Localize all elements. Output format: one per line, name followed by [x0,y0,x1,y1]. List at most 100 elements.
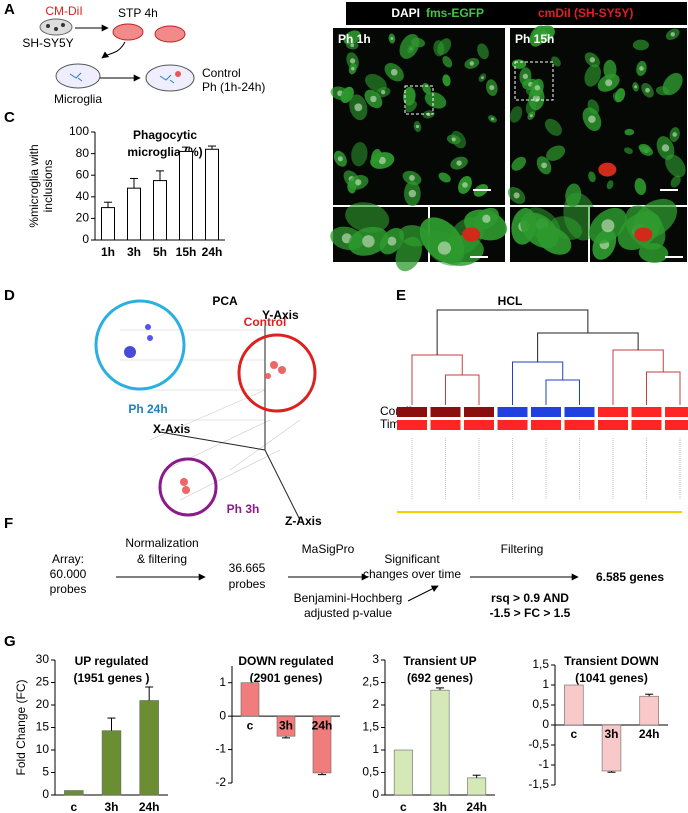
pca-grid [120,320,301,521]
y-tick-label: -0,5 [528,737,549,751]
nucleus [415,124,420,129]
x-tick-label: 24h [139,800,160,813]
cell [665,154,686,178]
nucleus [408,189,417,198]
nucleus [349,58,356,64]
x-tick-label: c [247,718,254,732]
y-tick-label: 1,5 [532,657,549,671]
nucleus [337,156,343,162]
y-tick-label: 1,5 [362,720,379,734]
neuron-cells [39,18,73,36]
panel-letter: F [4,515,13,532]
cell [662,72,683,96]
nucleus [634,85,638,89]
axis-label: Z-Axis [285,514,322,528]
cell [365,74,387,92]
chart-title: (692 genes) [407,671,473,685]
flow-text: Significant [384,552,440,566]
zoom-box [514,61,554,101]
x-tick-label: 24h [466,800,487,813]
cluster-box [497,420,528,430]
bar [179,150,193,241]
cell [606,180,614,190]
x-tick-label: 3h [279,718,293,732]
bar-chart: -2 -1 0 1 DOWN regulated (2901 genes) c 3h 24h [215,654,340,789]
group-circle [94,299,186,391]
channel-label: cmDiI (SH-SY5Y) [538,6,633,20]
nucleus [601,219,615,233]
panel-letter: G [4,633,16,650]
cell [442,74,451,87]
arrow [407,585,439,602]
flow-text: Normalization [125,536,198,550]
axis-label: Y-Axis [262,308,299,322]
cluster-box [665,420,688,430]
y-tick-label: 0,5 [362,765,379,779]
bar [205,148,219,241]
nucleus [350,43,355,48]
nucleus [639,66,644,71]
flow-text: rsq > 0.9 AND [491,591,569,605]
channel-label: DAPI [391,6,420,20]
flow-text: & filtering [137,552,187,566]
sample-point [180,478,188,486]
sample-point [124,346,136,358]
cluster-box [598,420,628,430]
panel-letter: C [4,109,15,126]
chart-title: (1041 genes) [575,671,648,685]
cluster-box [598,407,628,417]
bar [564,684,584,726]
nucleus [469,61,475,66]
y-tick-label: 0 [542,717,549,731]
y-tick-label: 0 [372,787,379,801]
cell [343,30,361,45]
cell [624,128,635,136]
nucleus [451,137,456,142]
y-tick-label: 2,5 [362,675,379,689]
nucleus [437,241,452,255]
nucleus [491,117,494,121]
panel-letter: E [396,287,406,304]
nucleus [354,103,363,112]
cell [551,56,561,67]
x-tick-label: 3h [604,727,618,741]
cell [670,175,681,188]
panel-f: Array: 60.000 probes Normalization & fil… [50,536,665,620]
cell [587,99,600,115]
axis-label: X-Axis [153,422,191,436]
cell [433,40,445,57]
panel-letter: D [4,287,15,304]
time-label: Ph 15h [515,32,554,46]
nucleus [489,85,495,91]
cell [345,202,390,233]
cluster-box [564,420,595,430]
y-tick-label: 80 [76,146,90,160]
panel-e: HCL Condi Time [380,294,688,513]
nucleus [409,174,415,181]
zoom-box [404,85,434,115]
chart-title: Transient UP [403,654,476,668]
channel-label: fms-EGFP [426,6,484,20]
group-circle [237,333,317,413]
flow-text: Filtering [501,542,544,556]
flow-text: Benjamini-Hochberg [294,591,403,605]
bar [467,777,487,796]
arrow [101,41,126,59]
sample-point [270,361,278,369]
chart-title: (1951 genes ) [73,671,149,685]
cell [424,91,447,109]
incubation-label: STP 4h [118,6,158,20]
bar [101,207,115,241]
nucleus [390,68,398,76]
flow-text: changes over time [363,567,461,581]
y-tick-label: 10 [36,742,50,756]
sample-point [145,324,151,330]
x-tick-label: 24h [202,245,223,259]
cell [588,171,596,183]
nucleus [672,132,677,137]
panel-letter: A [4,1,15,18]
cluster-box [497,407,528,417]
y-tick-label: 15 [36,720,50,734]
nucleus [588,115,596,123]
